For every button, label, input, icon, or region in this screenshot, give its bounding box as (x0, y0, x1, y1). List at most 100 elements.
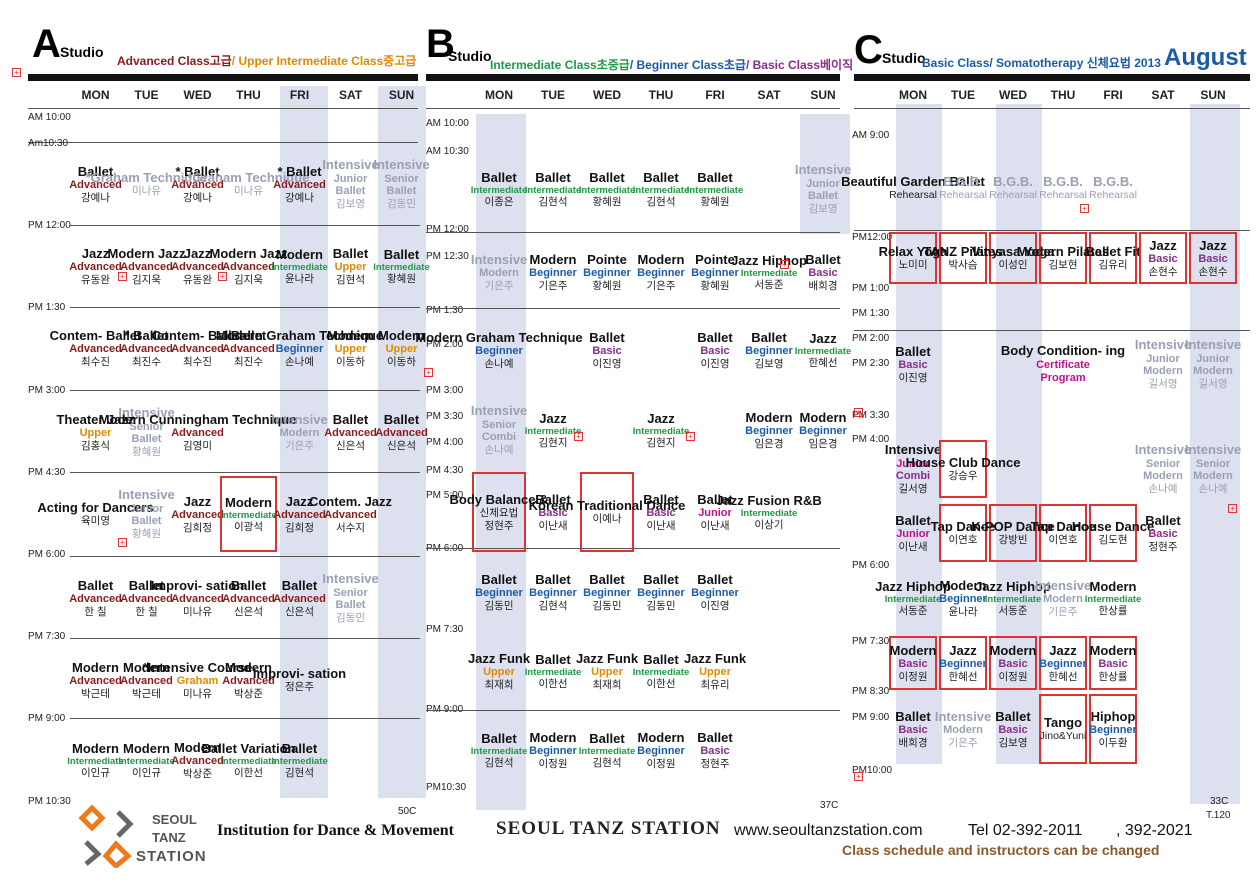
class-cell[interactable]: Modern Basic 한상률 (1089, 636, 1137, 690)
class-cell[interactable]: Ballet Variation Intermediate 이한선 (202, 720, 296, 800)
class-cell[interactable]: Intensive Senior Modern 손나예 (1135, 440, 1191, 498)
class-cell[interactable]: Ballet Beginner 김현석 (526, 552, 580, 632)
class-cell[interactable]: Modern Intermediate 윤나라 (271, 226, 328, 306)
class-cell[interactable]: Modern Graham Technique Beginner 손나예 (216, 308, 383, 388)
class-cell[interactable]: Intensive Modern 기은주 (935, 694, 991, 764)
class-cell[interactable]: Beautiful Garden Ballet Rehearsal (841, 150, 985, 226)
class-cell[interactable]: Modern Intermediate 한상률 (1085, 566, 1142, 630)
class-cell[interactable]: Jazz Intermediate 김현지 (633, 390, 690, 470)
class-cell[interactable]: Intensive Modern 기은주 (1035, 566, 1091, 630)
class-cell[interactable]: Ballet Basic 이진영 (580, 312, 634, 388)
class-cell[interactable]: Tap Dance 이연호 (1031, 504, 1095, 562)
class-cell[interactable]: Ballet Intermediate 황혜원 (579, 150, 636, 228)
class-cell[interactable]: Ballet Intermediate 김현석 (525, 150, 582, 228)
class-cell[interactable]: Jazz Basic 손현수 (1139, 232, 1187, 284)
class-cell[interactable]: Body Balance & 신체요법 정현주 (450, 472, 549, 552)
class-cell[interactable]: Modern Jazz Advanced 김지욱 (108, 226, 186, 306)
class-cell[interactable]: Pointe Beginner 황혜원 (580, 234, 634, 310)
class-cell[interactable]: Ballet Basic 김보영 (989, 694, 1037, 764)
class-cell[interactable]: Hiphop Beginner 이두환 (1089, 694, 1137, 764)
class-cell[interactable]: K-POP Dance 강방빈 (971, 504, 1055, 562)
class-cell[interactable]: House Club Dance 강승우 (906, 440, 1020, 498)
class-cell[interactable]: Intensive Junior Ballet 황혜원 (118, 474, 174, 554)
class-cell[interactable]: Ballet Beginner 김동민 (580, 552, 634, 632)
expand-icon[interactable]: + (854, 772, 863, 781)
class-cell[interactable]: Jazz Hiphop Intermediate 서동준 (731, 234, 807, 310)
class-cell[interactable]: Ballet Intermediate 김현석 (471, 712, 528, 788)
class-cell[interactable]: Ballet Advanced 신은석 (273, 558, 326, 638)
class-cell[interactable]: Ballet Basic 이난새 (526, 472, 580, 552)
class-cell[interactable]: Jazz Advanced 유동완 (171, 226, 224, 306)
class-cell[interactable]: Ballet Junior 이난새 (889, 504, 937, 562)
class-cell[interactable]: Modern Beginner 이정원 (526, 712, 580, 788)
class-cell[interactable]: Ballet Intermediate 이한선 (633, 632, 690, 710)
class-cell[interactable]: Modern Advanced 박상준 (171, 720, 224, 800)
class-cell[interactable]: Modern Beginner 임은경 (796, 390, 850, 470)
class-cell[interactable]: Jazz Funk Upper 최재희 (468, 632, 530, 710)
class-cell[interactable]: Ballet Basic 배희경 (889, 694, 937, 764)
expand-icon[interactable]: + (780, 260, 789, 269)
class-cell[interactable]: Tap Dance 이연호 (931, 504, 995, 562)
class-cell[interactable]: Ballet Advanced 신은석 (222, 558, 275, 638)
expand-icon[interactable]: + (686, 432, 695, 441)
class-cell[interactable]: Modern Intermediate 이인규 (67, 720, 124, 800)
class-cell[interactable]: * Ballet Advanced 최진수 (120, 308, 173, 388)
class-cell[interactable]: Modern Basic 이정원 (989, 636, 1037, 690)
class-cell[interactable]: Ballet Junior 이난새 (688, 472, 742, 552)
class-cell[interactable]: Ballet Beginner 김동민 (634, 552, 688, 632)
class-cell[interactable]: Acting for Dancers 육미영 (37, 474, 153, 554)
class-cell[interactable]: Intensive Junior Combi 길서영 (885, 440, 941, 498)
class-cell[interactable]: Intensive Junior Ballet 김보영 (795, 150, 851, 228)
class-cell[interactable]: Ballet Intermediate 황혜원 (373, 226, 430, 306)
class-cell[interactable]: Modern Upper 이동하 (325, 308, 376, 388)
class-cell[interactable]: Improvi- sation Advanced 미나유 (151, 558, 244, 638)
class-cell[interactable]: Modern Jazz Advanced 김지욱 (210, 226, 288, 306)
class-cell[interactable]: Intensive Senior Ballet 김동민 (373, 144, 429, 224)
class-cell[interactable]: Jazz Intermediate 한혜선 (795, 312, 852, 388)
class-cell[interactable]: Jazz Beginner 한혜선 (939, 636, 987, 690)
class-cell[interactable]: Ballet Basic 이난새 (634, 472, 688, 552)
class-cell[interactable]: Ballet Intermediate 이종은 (471, 150, 528, 228)
class-cell[interactable]: Jazz Hiphop Intermediate 서동준 (975, 566, 1051, 630)
class-cell[interactable]: Jazz Funk Upper 최유리 (684, 632, 746, 710)
expand-icon[interactable]: + (118, 272, 127, 281)
class-cell[interactable]: Ballet Beginner 김보영 (742, 312, 796, 388)
class-cell[interactable]: Intensive Junior Modern 길서영 (1185, 300, 1241, 428)
class-cell[interactable]: Jazz Beginner 한혜선 (1039, 636, 1087, 690)
class-cell[interactable]: Body Condition- ing Certificate Program (1001, 300, 1125, 428)
class-cell[interactable]: Modern Basic 이정원 (889, 636, 937, 690)
class-cell[interactable]: Modern Advanced 박근테 (120, 640, 173, 720)
class-cell[interactable]: Modern Graham Technique Beginner 손나예 (415, 312, 582, 388)
class-cell[interactable]: Ballet Basic 이진영 (688, 312, 742, 388)
class-cell[interactable]: Modern Beginner 기은주 (526, 234, 580, 310)
class-cell[interactable]: Modern Beginner 윤나라 (939, 566, 987, 630)
class-cell[interactable]: Contem. Jazz Advanced 서수지 (309, 474, 392, 554)
class-cell[interactable]: Ballet Advanced 강예나 (69, 144, 122, 224)
class-cell[interactable]: Jazz Intermediate 김현지 (525, 390, 582, 470)
class-cell[interactable]: Ballet Intermediate 김현석 (633, 150, 690, 228)
class-cell[interactable]: Theater Jazz Upper 김홍식 (56, 392, 134, 472)
class-cell[interactable]: * Ballet Advanced 강예나 (171, 144, 224, 224)
class-cell[interactable]: Vinyasa Yoga 이성인 (971, 232, 1055, 284)
expand-icon[interactable]: + (218, 272, 227, 281)
class-cell[interactable]: Modern Intermediate 이광석 (220, 476, 277, 552)
expand-icon[interactable]: + (424, 368, 433, 377)
class-cell[interactable]: Intensive Junior Ballet 김보영 (322, 144, 378, 224)
class-cell[interactable]: Contem- Ballet Advanced 최수진 (152, 308, 244, 388)
class-cell[interactable]: Modern Upper 이동하 (376, 308, 427, 388)
class-cell[interactable]: Ballet Intermediate 황혜원 (687, 150, 744, 228)
class-cell[interactable]: Modern Cunningham Technique Advanced 김영미 (99, 392, 297, 472)
class-cell[interactable]: Ballet Beginner 이진영 (688, 552, 742, 632)
class-cell[interactable]: Korean Traditional Dance 이예나 (529, 472, 685, 552)
class-cell[interactable]: Jazz Advanced 유동완 (69, 226, 122, 306)
class-cell[interactable]: Ballet Intermediate 이한선 (525, 632, 582, 710)
class-cell[interactable]: Jazz Basic 손현수 (1189, 232, 1237, 284)
class-cell[interactable]: Intensive Senior Ballet 황혜원 (118, 392, 174, 472)
class-cell[interactable]: Improvi- sation 정은주 (253, 640, 346, 720)
class-cell[interactable]: Ballet Basic 정현주 (1139, 504, 1187, 562)
class-cell[interactable]: Intensive Senior Modern 손나예 (1185, 440, 1241, 498)
class-cell[interactable]: Intensive Senior Combi 손나예 (471, 390, 527, 470)
class-cell[interactable]: TANZ Pilates 박사슴 (923, 232, 1003, 284)
expand-icon[interactable]: + (854, 408, 863, 417)
class-cell[interactable]: * Ballet Advanced 강예나 (273, 144, 326, 224)
